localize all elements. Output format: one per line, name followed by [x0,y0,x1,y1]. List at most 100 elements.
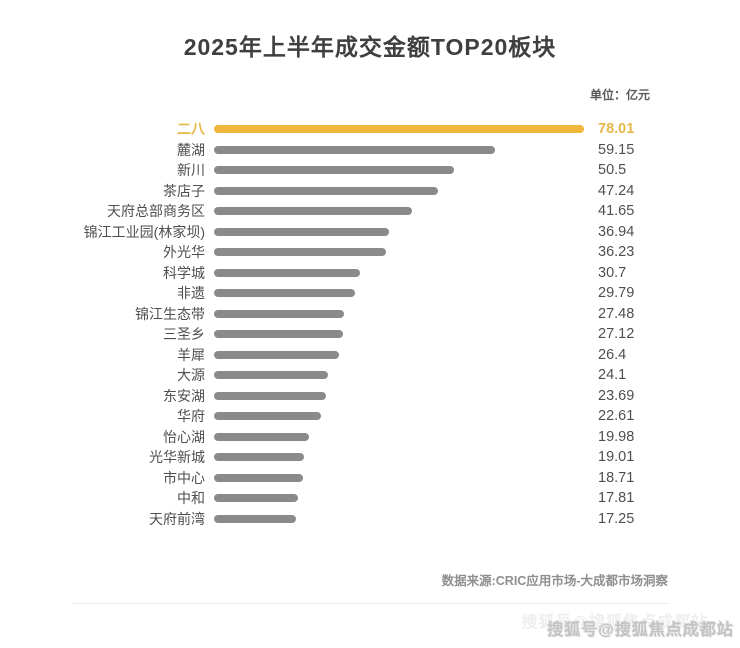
bar-row: 东安湖 23.69 [0,386,740,407]
value-label: 29.79 [598,285,635,302]
category-label: 东安湖 [163,387,205,404]
bar-row: 二八 78.01 [0,119,740,140]
bar [214,494,299,503]
category-label: 中和 [177,490,205,507]
bar-track [214,145,584,154]
value-label: 27.12 [598,326,635,343]
bar-track [214,412,584,421]
value-label: 24.1 [598,367,627,384]
bar-track [214,432,584,441]
value-label: 17.25 [598,510,635,527]
category-label: 光华新城 [149,449,205,466]
category-label: 天府总部商务区 [107,203,205,220]
value-label: 50.5 [598,162,627,179]
bar [214,207,412,216]
watermark: 搜狐号@搜狐焦点成都站 [547,622,734,639]
bar [214,289,356,298]
category-label: 三圣乡 [163,326,205,343]
bar-track [214,514,584,523]
bar-row: 科学城 30.7 [0,263,740,284]
bar [214,330,343,339]
category-label: 大源 [177,367,205,384]
value-label: 23.69 [598,387,635,404]
bar-row: 锦江工业园(林家坝) 36.94 [0,222,740,243]
category-label: 二八 [177,121,205,138]
bar-row: 麓湖 59.15 [0,140,740,161]
bar-track [214,227,584,236]
value-label: 26.4 [598,346,627,363]
category-label: 非遗 [177,285,205,302]
bar [214,412,322,421]
category-label: 外光华 [163,244,205,261]
bar [214,186,439,195]
bar-row: 市中心 18.71 [0,468,740,489]
footer-divider [72,603,668,604]
bar [214,432,309,441]
bar [214,391,327,400]
bar [214,227,390,236]
bar-row: 中和 17.81 [0,488,740,509]
category-label: 麓湖 [177,141,205,158]
bar [214,145,495,154]
value-label: 18.71 [598,469,635,486]
value-label: 36.23 [598,244,635,261]
bar-row: 外光华 36.23 [0,242,740,263]
bar [214,350,340,359]
value-label: 78.01 [598,121,635,138]
category-label: 市中心 [163,469,205,486]
bar-row: 天府总部商务区 41.65 [0,201,740,222]
bar-track [214,309,584,318]
bar-track [214,494,584,503]
category-label: 茶店子 [163,182,205,199]
value-label: 19.98 [598,428,635,445]
bar-row: 大源 24.1 [0,365,740,386]
bar-track [214,350,584,359]
value-label: 22.61 [598,408,635,425]
bar [214,166,454,175]
bar [214,371,329,380]
category-label: 科学城 [163,264,205,281]
bar-chart: 二八 78.01 麓湖 59.15 新川 50.5 茶店子 47.24 天府总部商务区 41.65… [0,119,740,529]
chart-title: 2025年上半年成交金额TOP20板块 [183,34,557,60]
value-label: 30.7 [598,264,627,281]
value-label: 36.94 [598,223,635,240]
bar-track [214,166,584,175]
category-label: 新川 [177,162,205,179]
bar-track [214,330,584,339]
bar [214,453,305,462]
bar-row: 新川 50.5 [0,160,740,181]
bar [214,473,303,482]
bar-row: 怡心湖 19.98 [0,427,740,448]
bar [214,268,360,277]
bar-track [214,473,584,482]
category-label: 怡心湖 [163,428,205,445]
bar-track [214,453,584,462]
bar-track [214,248,584,257]
bar-row: 天府前湾 17.25 [0,509,740,530]
bar-track [214,186,584,195]
bar-row: 锦江生态带 27.48 [0,304,740,325]
bar-track [214,391,584,400]
bar-track [214,207,584,216]
value-label: 17.81 [598,490,635,507]
category-label: 华府 [177,408,205,425]
category-label: 羊犀 [177,346,205,363]
value-label: 27.48 [598,305,635,322]
value-label: 59.15 [598,141,635,158]
category-label: 锦江生态带 [135,305,205,322]
bar-track [214,268,584,277]
value-label: 19.01 [598,449,635,466]
unit-label: 单位：亿元 [589,88,650,102]
category-label: 锦江工业园(林家坝) [83,223,205,240]
bar-row: 华府 22.61 [0,406,740,427]
bar [214,125,584,134]
bar-row: 光华新城 19.01 [0,447,740,468]
bar-row: 非遗 29.79 [0,283,740,304]
data-source-note: 数据来源:CRIC应用市场-大成都市场洞察 [441,574,668,588]
bar-row: 三圣乡 27.12 [0,324,740,345]
value-label: 41.65 [598,203,635,220]
bar-track [214,289,584,298]
bar [214,248,386,257]
value-label: 47.24 [598,182,635,199]
